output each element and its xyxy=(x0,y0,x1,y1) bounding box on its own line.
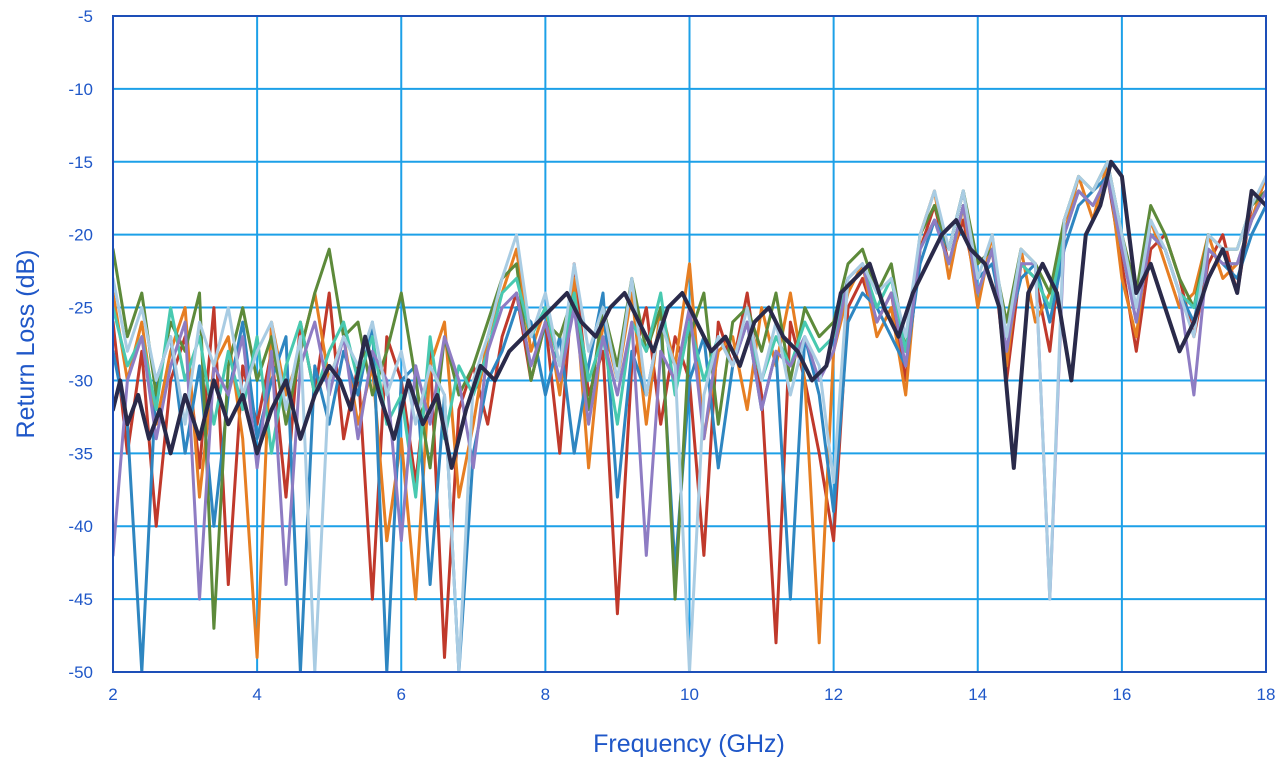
x-tick-label: 8 xyxy=(541,685,550,704)
x-tick-label: 4 xyxy=(252,685,261,704)
y-tick-label: -15 xyxy=(68,153,93,172)
x-tick-label: 16 xyxy=(1112,685,1131,704)
x-axis-title: Frequency (GHz) xyxy=(593,730,785,758)
y-tick-label: -35 xyxy=(68,444,93,463)
y-tick-label: -20 xyxy=(68,226,93,245)
x-tick-label: 6 xyxy=(397,685,406,704)
x-tick-label: 2 xyxy=(108,685,117,704)
x-axis-ticks: 2 4 6 8 10 12 14 16 18 xyxy=(108,685,1275,704)
plot-frame xyxy=(112,15,1267,673)
series-line xyxy=(113,159,1266,470)
y-tick-label: -25 xyxy=(68,299,93,318)
series-group xyxy=(113,159,1266,672)
series-line xyxy=(113,160,1266,672)
y-tick-label: -45 xyxy=(68,590,93,609)
y-tick-label: -30 xyxy=(68,371,93,390)
x-tick-label: 18 xyxy=(1257,685,1276,704)
y-axis-ticks: -5 -10 -15 -20 -25 -30 -35 -40 -45 -50 xyxy=(68,7,93,682)
x-tick-label: 14 xyxy=(968,685,987,704)
y-tick-label: -10 xyxy=(68,80,93,99)
x-tick-label: 12 xyxy=(824,685,843,704)
series-line xyxy=(113,174,1266,672)
x-tick-label: 10 xyxy=(680,685,699,704)
y-tick-label: -50 xyxy=(68,663,93,682)
y-tick-label: -5 xyxy=(78,7,93,26)
y-axis-title: Return Loss (dB) xyxy=(12,250,40,439)
y-tick-label: -40 xyxy=(68,517,93,536)
